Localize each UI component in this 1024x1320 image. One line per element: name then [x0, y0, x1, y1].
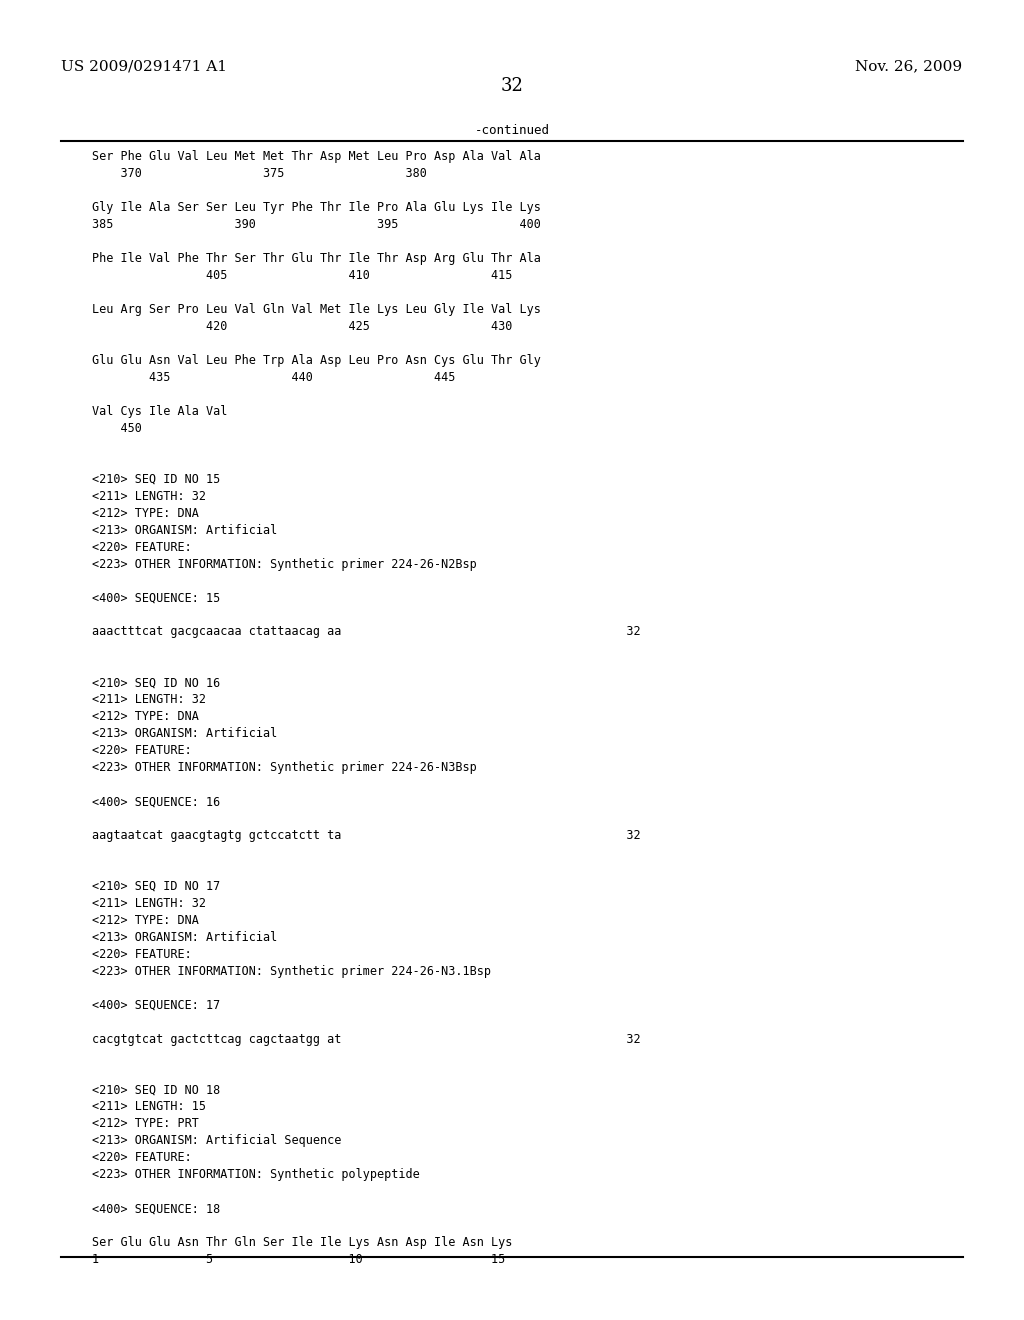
Text: <211> LENGTH: 32: <211> LENGTH: 32	[92, 693, 206, 706]
Text: Ser Glu Glu Asn Thr Gln Ser Ile Ile Lys Asn Asp Ile Asn Lys: Ser Glu Glu Asn Thr Gln Ser Ile Ile Lys …	[92, 1236, 513, 1249]
Text: <211> LENGTH: 32: <211> LENGTH: 32	[92, 490, 206, 503]
Text: Phe Ile Val Phe Thr Ser Thr Glu Thr Ile Thr Asp Arg Glu Thr Ala: Phe Ile Val Phe Thr Ser Thr Glu Thr Ile …	[92, 252, 541, 265]
Text: <213> ORGANISM: Artificial Sequence: <213> ORGANISM: Artificial Sequence	[92, 1134, 342, 1147]
Text: Ser Phe Glu Val Leu Met Met Thr Asp Met Leu Pro Asp Ala Val Ala: Ser Phe Glu Val Leu Met Met Thr Asp Met …	[92, 150, 541, 164]
Text: -continued: -continued	[474, 124, 550, 137]
Text: 420                 425                 430: 420 425 430	[92, 319, 513, 333]
Text: <211> LENGTH: 15: <211> LENGTH: 15	[92, 1101, 206, 1113]
Text: <210> SEQ ID NO 18: <210> SEQ ID NO 18	[92, 1084, 220, 1097]
Text: <223> OTHER INFORMATION: Synthetic primer 224-26-N3.1Bsp: <223> OTHER INFORMATION: Synthetic prime…	[92, 965, 492, 978]
Text: <212> TYPE: DNA: <212> TYPE: DNA	[92, 507, 199, 520]
Text: 1               5                   10                  15: 1 5 10 15	[92, 1253, 506, 1266]
Text: <212> TYPE: PRT: <212> TYPE: PRT	[92, 1117, 199, 1130]
Text: Gly Ile Ala Ser Ser Leu Tyr Phe Thr Ile Pro Ala Glu Lys Ile Lys: Gly Ile Ala Ser Ser Leu Tyr Phe Thr Ile …	[92, 202, 541, 214]
Text: <220> FEATURE:: <220> FEATURE:	[92, 948, 191, 961]
Text: <220> FEATURE:: <220> FEATURE:	[92, 1151, 191, 1164]
Text: 405                 410                 415: 405 410 415	[92, 269, 513, 282]
Text: <223> OTHER INFORMATION: Synthetic primer 224-26-N3Bsp: <223> OTHER INFORMATION: Synthetic prime…	[92, 762, 477, 774]
Text: 385                 390                 395                 400: 385 390 395 400	[92, 218, 541, 231]
Text: <220> FEATURE:: <220> FEATURE:	[92, 744, 191, 758]
Text: US 2009/0291471 A1: US 2009/0291471 A1	[61, 59, 227, 74]
Text: <213> ORGANISM: Artificial: <213> ORGANISM: Artificial	[92, 524, 278, 537]
Text: <210> SEQ ID NO 15: <210> SEQ ID NO 15	[92, 473, 220, 486]
Text: <223> OTHER INFORMATION: Synthetic primer 224-26-N2Bsp: <223> OTHER INFORMATION: Synthetic prime…	[92, 557, 477, 570]
Text: cacgtgtcat gactcttcag cagctaatgg at                                        32: cacgtgtcat gactcttcag cagctaatgg at 32	[92, 1032, 641, 1045]
Text: <220> FEATURE:: <220> FEATURE:	[92, 541, 191, 553]
Text: <210> SEQ ID NO 17: <210> SEQ ID NO 17	[92, 880, 220, 892]
Text: 370                 375                 380: 370 375 380	[92, 168, 427, 181]
Text: aaactttcat gacgcaacaa ctattaacag aa                                        32: aaactttcat gacgcaacaa ctattaacag aa 32	[92, 626, 641, 639]
Text: 32: 32	[501, 77, 523, 95]
Text: <223> OTHER INFORMATION: Synthetic polypeptide: <223> OTHER INFORMATION: Synthetic polyp…	[92, 1168, 420, 1181]
Text: Val Cys Ile Ala Val: Val Cys Ile Ala Val	[92, 405, 227, 418]
Text: <211> LENGTH: 32: <211> LENGTH: 32	[92, 896, 206, 909]
Text: <400> SEQUENCE: 15: <400> SEQUENCE: 15	[92, 591, 220, 605]
Text: <212> TYPE: DNA: <212> TYPE: DNA	[92, 913, 199, 927]
Text: <400> SEQUENCE: 18: <400> SEQUENCE: 18	[92, 1203, 220, 1216]
Text: Nov. 26, 2009: Nov. 26, 2009	[855, 59, 963, 74]
Text: Glu Glu Asn Val Leu Phe Trp Ala Asp Leu Pro Asn Cys Glu Thr Gly: Glu Glu Asn Val Leu Phe Trp Ala Asp Leu …	[92, 354, 541, 367]
Text: 435                 440                 445: 435 440 445	[92, 371, 456, 384]
Text: <213> ORGANISM: Artificial: <213> ORGANISM: Artificial	[92, 931, 278, 944]
Text: <210> SEQ ID NO 16: <210> SEQ ID NO 16	[92, 676, 220, 689]
Text: <212> TYPE: DNA: <212> TYPE: DNA	[92, 710, 199, 723]
Text: <213> ORGANISM: Artificial: <213> ORGANISM: Artificial	[92, 727, 278, 741]
Text: <400> SEQUENCE: 16: <400> SEQUENCE: 16	[92, 795, 220, 808]
Text: Leu Arg Ser Pro Leu Val Gln Val Met Ile Lys Leu Gly Ile Val Lys: Leu Arg Ser Pro Leu Val Gln Val Met Ile …	[92, 304, 541, 315]
Text: 450: 450	[92, 422, 142, 434]
Text: <400> SEQUENCE: 17: <400> SEQUENCE: 17	[92, 999, 220, 1011]
Text: aagtaatcat gaacgtagtg gctccatctt ta                                        32: aagtaatcat gaacgtagtg gctccatctt ta 32	[92, 829, 641, 842]
